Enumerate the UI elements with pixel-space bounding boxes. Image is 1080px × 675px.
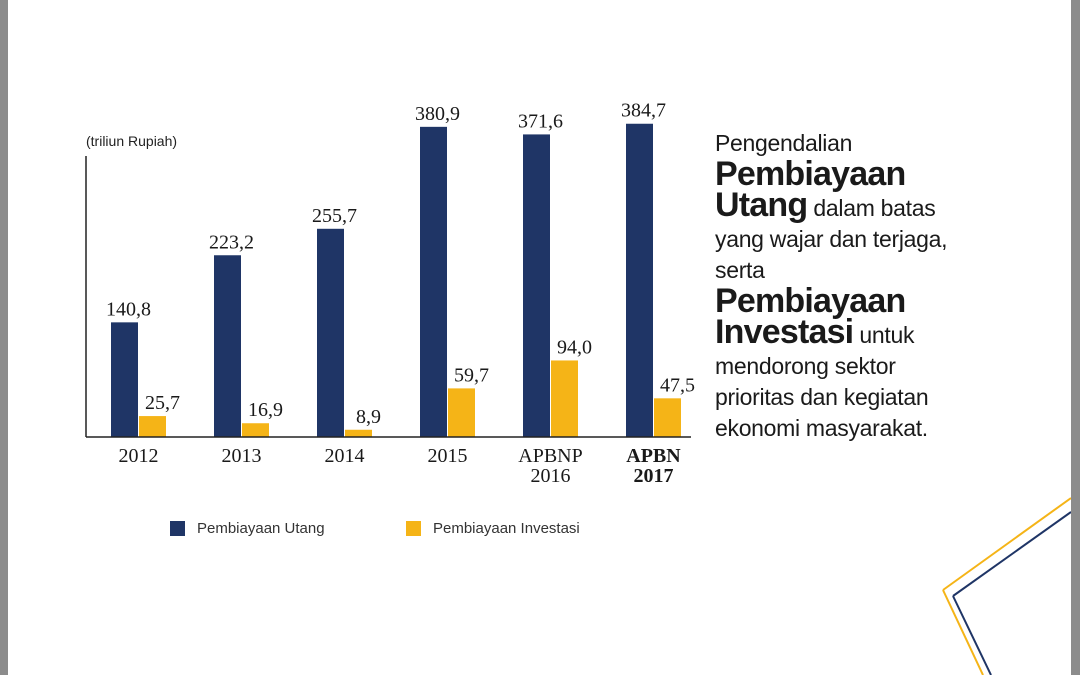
decor-line-navy-down xyxy=(952,595,992,675)
bar-investasi-4 xyxy=(551,360,578,437)
side-line-10: ekonomi masyarakat. xyxy=(715,415,928,441)
side-line-4: yang wajar dan terjaga, xyxy=(715,226,948,252)
side-highlight-pembiayaan-1: Pembiayaan xyxy=(715,155,906,193)
data-label-utang-1: 223,2 xyxy=(209,231,254,253)
bar-utang-2 xyxy=(317,228,344,437)
x-tick-label-4: APBNP xyxy=(518,445,582,467)
side-line-5: serta xyxy=(715,257,765,283)
legend-label-utang: Pembiayaan Utang xyxy=(197,520,325,537)
side-description: Pengendalian Pembiayaan Utang dalam bata… xyxy=(715,128,1015,444)
side-line-9: prioritas dan kegiatan xyxy=(715,384,929,410)
data-label-investasi-0: 25,7 xyxy=(145,392,180,414)
data-label-utang-4: 371,6 xyxy=(518,110,563,132)
side-line-7: Investasi untuk xyxy=(715,315,1015,351)
bar-utang-3 xyxy=(420,126,447,438)
legend-item-investasi: Pembiayaan Investasi xyxy=(406,520,580,537)
side-highlight-pembiayaan-2: Pembiayaan xyxy=(715,282,906,320)
bar-investasi-0 xyxy=(139,416,166,437)
x-tick-label-4-line2: 2016 xyxy=(531,465,571,487)
data-label-investasi-4: 94,0 xyxy=(557,336,592,358)
data-label-utang-5: 384,7 xyxy=(621,100,666,122)
side-highlight-utang: Utang xyxy=(715,186,808,224)
data-label-investasi-5: 47,5 xyxy=(660,374,695,396)
x-tick-label-5-line2: 2017 xyxy=(634,465,674,487)
bar-investasi-2 xyxy=(345,429,372,437)
y-axis-unit-label: (triliun Rupiah) xyxy=(86,133,178,149)
data-label-investasi-2: 8,9 xyxy=(356,406,381,428)
infographic-frame: (triliun Rupiah) 140,8 25,7 2012 223,2 16,9 2… xyxy=(8,0,1071,675)
bar-investasi-3 xyxy=(448,388,475,437)
side-line-3: Utang dalam batas xyxy=(715,188,1015,224)
data-label-utang-3: 380,9 xyxy=(415,103,460,125)
decor-line-gold-down xyxy=(942,589,984,675)
data-label-investasi-1: 16,9 xyxy=(248,399,283,421)
data-label-investasi-3: 59,7 xyxy=(454,364,489,386)
side-line-1: Pengendalian xyxy=(715,130,853,156)
bar-investasi-1 xyxy=(242,423,269,437)
side-highlight-investasi: Investasi xyxy=(715,313,854,351)
side-line-7-rest: untuk xyxy=(853,322,915,348)
x-tick-label-5: APBN xyxy=(626,445,681,467)
corner-decoration xyxy=(942,497,1071,675)
bar-utang-4 xyxy=(523,134,550,437)
bar-utang-5 xyxy=(626,123,653,437)
bar-utang-0 xyxy=(111,322,138,437)
bars-group: 140,8 25,7 2012 223,2 16,9 2013 255,7 8,9 2014 38… xyxy=(106,100,695,487)
x-tick-label-1: 2013 xyxy=(222,445,262,467)
side-line-8: mendorong sektor xyxy=(715,353,896,379)
bar-utang-1 xyxy=(214,255,241,437)
legend-item-utang: Pembiayaan Utang xyxy=(170,520,325,537)
decor-line-gold xyxy=(942,497,1071,591)
data-label-utang-2: 255,7 xyxy=(312,205,357,227)
decor-line-navy xyxy=(952,511,1071,597)
x-tick-label-0: 2012 xyxy=(119,445,159,467)
bar-investasi-5 xyxy=(654,398,681,437)
side-line-3-rest: dalam batas xyxy=(807,195,936,221)
x-tick-label-2: 2014 xyxy=(325,445,365,467)
data-label-utang-0: 140,8 xyxy=(106,298,151,320)
legend-swatch-investasi xyxy=(406,521,421,536)
x-tick-label-3: 2015 xyxy=(428,445,468,467)
legend-label-investasi: Pembiayaan Investasi xyxy=(433,520,580,537)
legend-swatch-utang xyxy=(170,521,185,536)
bar-chart: 140,8 25,7 2012 223,2 16,9 2013 255,7 8,9 2014 38… xyxy=(85,100,1071,675)
